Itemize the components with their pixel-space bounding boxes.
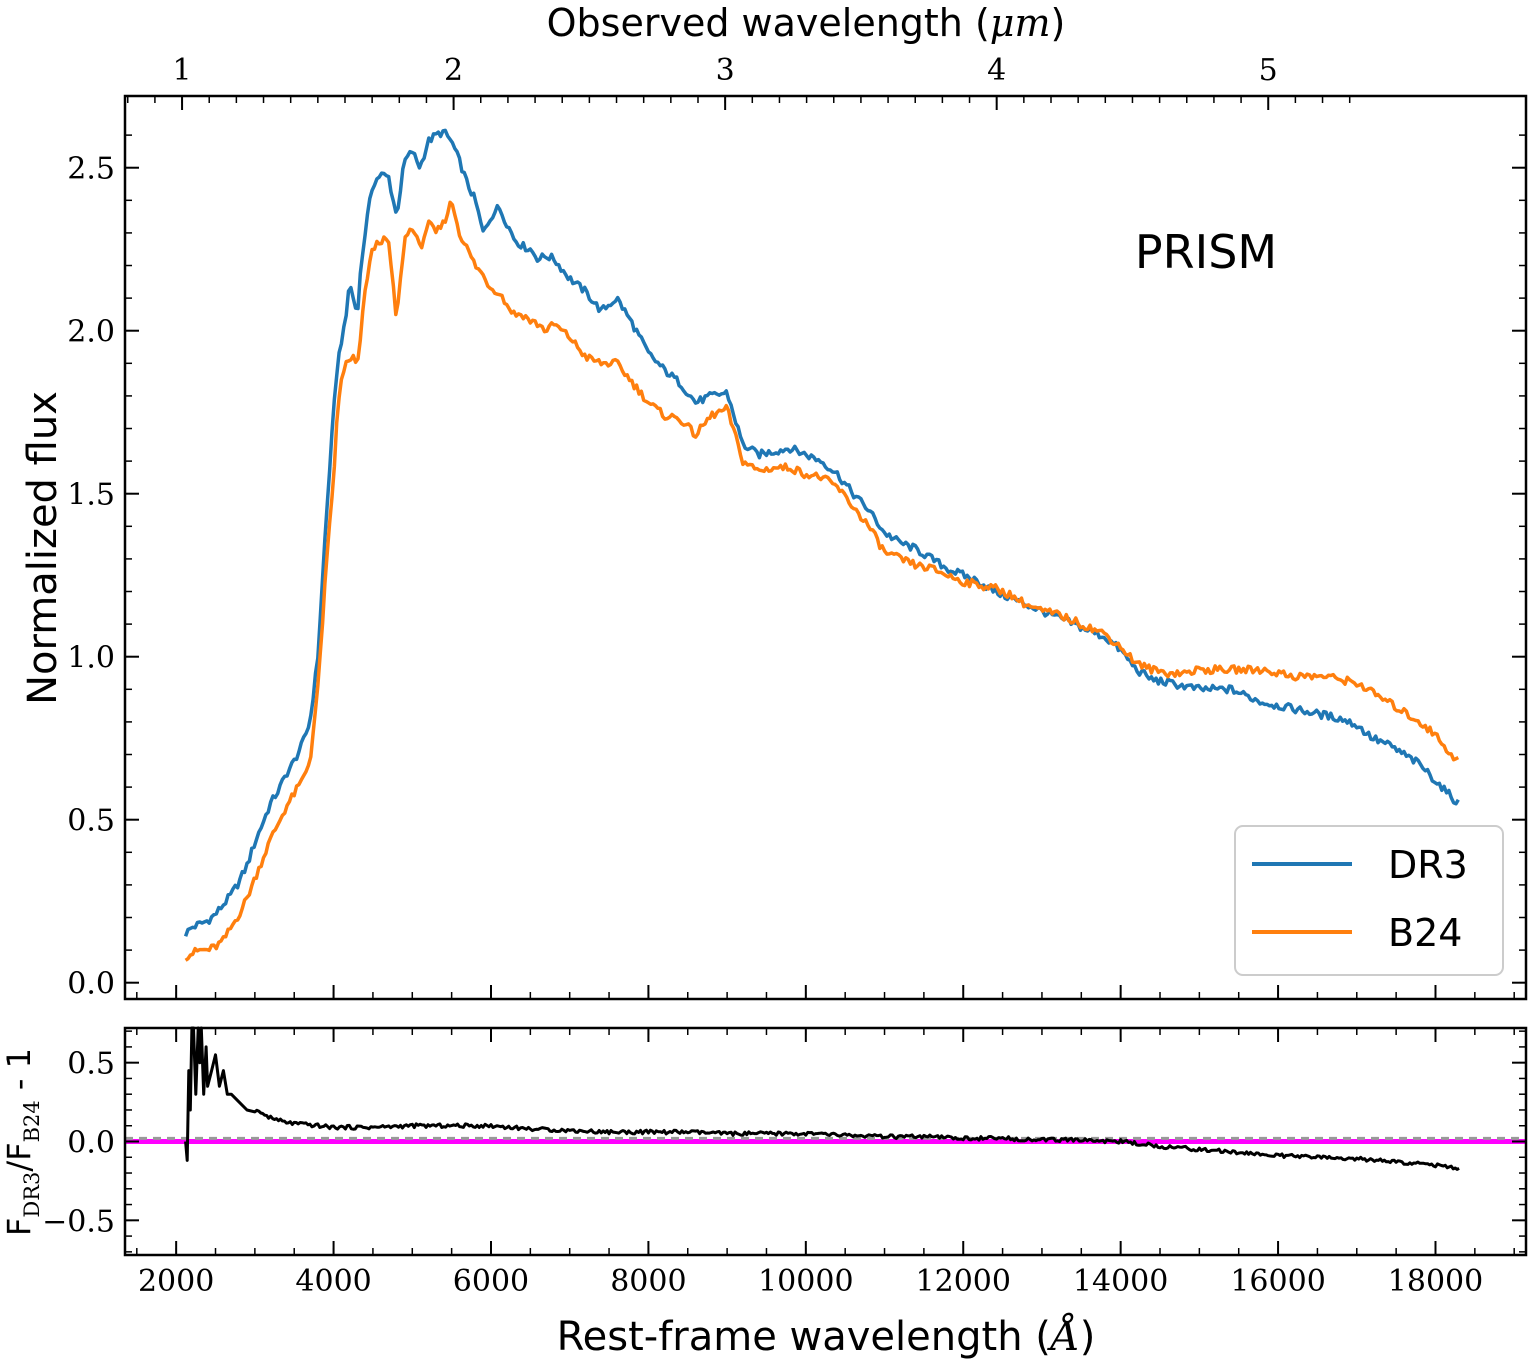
prism-annotation: PRISM [1135, 225, 1277, 279]
flux-panel: 0.0 0.5 1.0 1.5 2.0 2.5 1 2 3 4 5 [67, 53, 1528, 1002]
ratio-ytick-label: −0.5 [42, 1204, 115, 1239]
obs-xtick-label: 3 [716, 53, 735, 88]
ratio-xtick-label: 2000 [138, 1264, 214, 1299]
flux-ytick-label: 0.5 [67, 804, 115, 839]
y-axis-label: Normalized flux [20, 391, 66, 705]
ratio-ytick-label: 0.0 [67, 1126, 115, 1161]
ratio-xtick-label: 6000 [453, 1264, 529, 1299]
flux-ytick-label: 0.0 [67, 967, 115, 1002]
ratio-xtick-label: 10000 [758, 1264, 853, 1299]
flux-ytick-label: 2.5 [67, 152, 115, 187]
ratio-xtick-label: 8000 [610, 1264, 686, 1299]
ratio-xtick-label: 18000 [1388, 1264, 1483, 1299]
ratio-xtick-label: 16000 [1230, 1264, 1325, 1299]
flux-ytick-label: 1.5 [67, 478, 115, 513]
obs-xtick-label: 1 [173, 53, 192, 88]
legend: DR3 B24 [1234, 825, 1504, 976]
obs-xtick-label: 5 [1259, 53, 1278, 88]
ratio-xtick-label: 4000 [295, 1264, 371, 1299]
obs-xtick-label: 4 [987, 53, 1006, 88]
flux-ytick-label: 2.0 [67, 315, 115, 350]
ratio-xtick-label: 14000 [1073, 1264, 1168, 1299]
obs-xtick-label: 2 [444, 53, 463, 88]
top-axis-label: Observed wavelength (μm) [547, 1, 1066, 45]
x-axis-label: Rest-frame wavelength (Å) [557, 1313, 1096, 1360]
flux-panel-frame [123, 94, 1528, 1001]
ratio-xtick-label: 12000 [916, 1264, 1011, 1299]
series-line-dr3 [183, 128, 1460, 937]
flux-ytick-label: 1.0 [67, 641, 115, 676]
ratio-series-line [184, 1026, 1460, 1171]
legend-label-b24: B24 [1388, 911, 1462, 955]
series-line-b24 [184, 200, 1460, 962]
legend-label-dr3: DR3 [1388, 843, 1468, 887]
ratio-panel: 0.5 0.0 −0.5 2000 4000 6000 8000 10000 12000 1400… [42, 1026, 1528, 1299]
ratio-axis-label: FDR3/FB24 - 1 [0, 1048, 44, 1236]
ratio-ytick-label: 0.5 [67, 1047, 115, 1082]
